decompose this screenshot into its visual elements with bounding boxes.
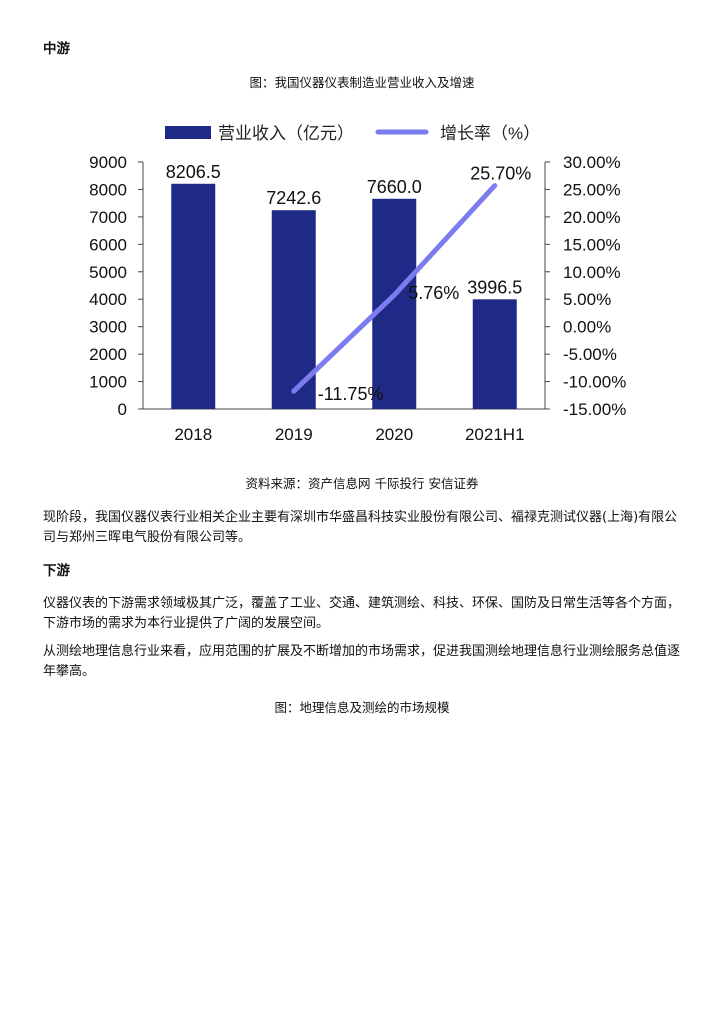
left-tick-label: 7000 [89, 208, 127, 227]
paragraph-downstream-demand: 仪器仪表的下游需求领域极其广泛，覆盖了工业、交通、建筑测绘、科技、环保、国防及日… [43, 596, 681, 631]
legend-label-growth: 增长率（%） [440, 124, 540, 143]
left-tick-label: 4000 [89, 290, 127, 309]
figure-caption: 图：我国仪器仪表制造业营业收入及增速 [249, 75, 475, 90]
left-tick-label: 5000 [89, 263, 127, 282]
legend-label-revenue: 营业收入（亿元） [218, 124, 354, 143]
revenue-bar-label: 3996.5 [467, 277, 522, 297]
revenue-bar [372, 198, 417, 409]
paragraph-surveying: 从测绘地理信息行业来看，应用范围的扩展及不断增加的市场需求，促进我国测绘地理信息… [43, 644, 681, 679]
right-tick-label: -10.00% [563, 373, 626, 392]
left-tick-label: 0 [118, 400, 127, 419]
left-tick-label: 6000 [89, 235, 127, 254]
revenue-bar-label: 7242.6 [266, 188, 321, 208]
legend-swatch-revenue [165, 126, 211, 139]
revenue-growth-chart: 营业收入（亿元） 增长率（%） 0 1000 2000 3000 4000 5000 6000 7… [89, 124, 626, 444]
right-tick-label: 25.00% [563, 180, 621, 199]
revenue-bar-label: 7660.0 [367, 177, 422, 197]
right-tick-label: 15.00% [563, 235, 621, 254]
paragraph-companies: 现阶段，我国仪器仪表行业相关企业主要有深圳市华盛昌科技实业股份有限公司、福禄克测… [43, 510, 678, 545]
figure-source: 资料来源：资产信息网 千际投行 安信证券 [245, 476, 479, 491]
growth-rate-label: -11.75% [318, 384, 384, 404]
left-tick-label: 8000 [89, 180, 127, 199]
growth-rate-line [291, 183, 498, 394]
category-label: 2019 [275, 425, 313, 444]
revenue-bar-label: 8206.5 [166, 162, 221, 182]
right-tick-label: 0.00% [563, 318, 611, 337]
growth-rate-label: 5.76% [408, 283, 459, 303]
right-tick-label: 5.00% [563, 290, 611, 309]
left-tick-label: 3000 [89, 318, 127, 337]
left-tick-label: 1000 [89, 373, 127, 392]
figure-caption-market-size: 图：地理信息及测绘的市场规模 [274, 700, 450, 715]
section-heading-downstream: 下游 [43, 563, 70, 579]
right-tick-label: 10.00% [563, 263, 621, 282]
left-tick-label: 2000 [89, 345, 127, 364]
revenue-bar [472, 299, 517, 409]
category-label: 2021H1 [465, 425, 525, 444]
section-heading-midstream: 中游 [43, 41, 70, 57]
left-tick-label: 9000 [89, 153, 127, 172]
right-tick-label: -5.00% [563, 345, 617, 364]
category-label: 2020 [375, 425, 413, 444]
category-label: 2018 [174, 425, 212, 444]
right-tick-label: 30.00% [563, 153, 621, 172]
revenue-bar [171, 183, 216, 409]
right-tick-label: -15.00% [563, 400, 626, 419]
right-tick-label: 20.00% [563, 208, 621, 227]
growth-rate-label: 25.70% [470, 164, 531, 184]
